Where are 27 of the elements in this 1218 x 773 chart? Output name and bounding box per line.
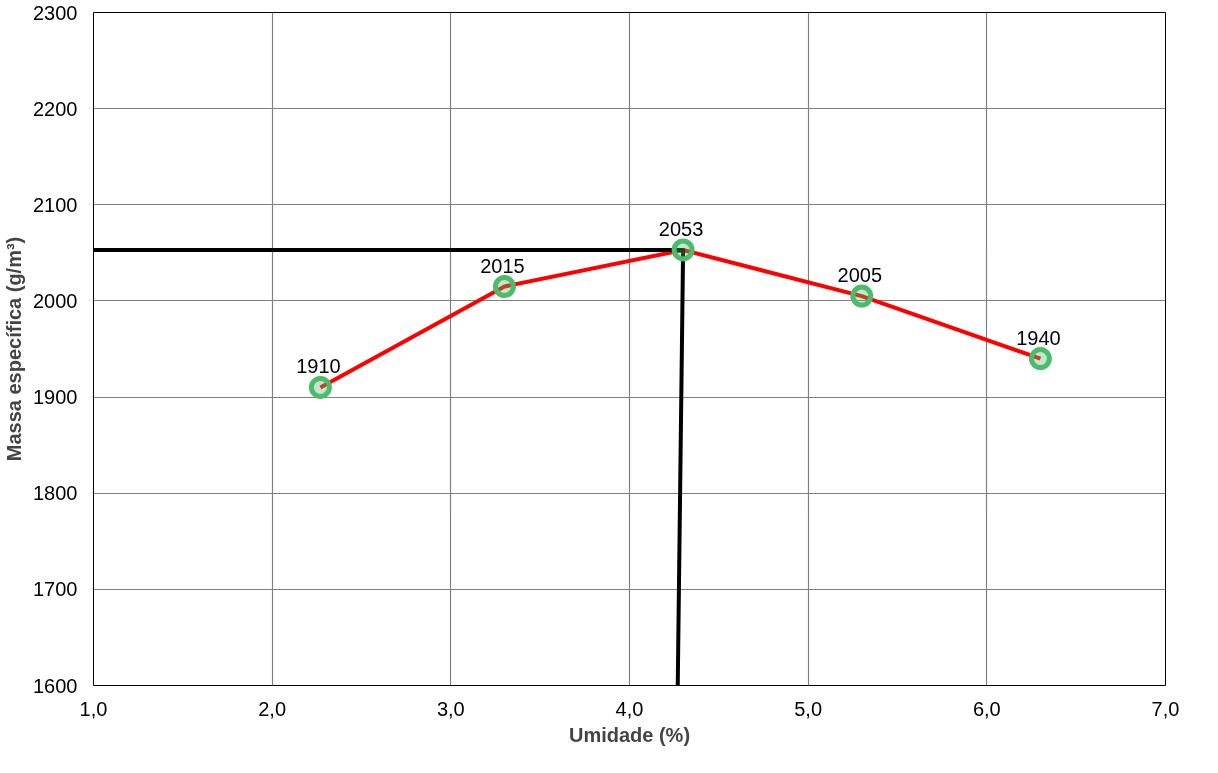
point xyxy=(671,238,695,262)
x-tick-label: 1,0 xyxy=(79,697,108,720)
x-tick-label: 2,0 xyxy=(258,697,287,720)
y-tick-label: 2100 xyxy=(33,193,78,216)
point xyxy=(308,375,332,399)
x-tick-label: 4,0 xyxy=(615,697,644,720)
point xyxy=(850,284,874,308)
y-tick-label: 1600 xyxy=(33,674,78,697)
data-label: 2053 xyxy=(658,217,704,240)
data-label: 1910 xyxy=(296,355,341,378)
x-tick-label: 7,0 xyxy=(1151,697,1180,720)
y-tick-label: 2200 xyxy=(33,97,78,120)
x-axis-title: Umidade (%) xyxy=(568,723,691,746)
x-tick-label: 3,0 xyxy=(436,697,465,720)
point xyxy=(492,275,516,298)
point xyxy=(1028,347,1052,371)
x-tick-label: 5,0 xyxy=(794,697,823,720)
y-tick-label: 1900 xyxy=(33,386,78,409)
y-tick-label: 1700 xyxy=(33,578,78,601)
y-tick-label: 2300 xyxy=(33,1,78,24)
y-tick-label: 1800 xyxy=(33,482,78,505)
y-tick-label: 2000 xyxy=(33,289,78,312)
data-label: 2005 xyxy=(837,264,883,287)
x-tick-label: 6,0 xyxy=(972,697,1001,720)
data-label: 2015 xyxy=(480,254,525,277)
data-label: 1940 xyxy=(1016,326,1061,349)
y-axis-title: Massa específica (g/m³) xyxy=(3,236,26,462)
